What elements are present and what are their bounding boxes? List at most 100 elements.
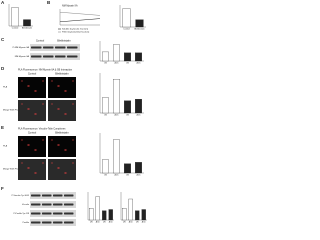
bar [141, 209, 146, 221]
category-label: US [126, 63, 129, 65]
fluorescence-spot [35, 113, 37, 115]
column-header: Blebbistatin [55, 131, 69, 135]
chart-title: NM Myosin IIA [62, 5, 78, 8]
bar [135, 52, 142, 62]
blot-band [31, 46, 42, 49]
fluorescence-spot [35, 172, 37, 174]
bar [113, 79, 120, 114]
fluorescence-spot [57, 85, 59, 87]
fluorescence-spot [51, 103, 53, 105]
category-label: Blebbistatin [134, 28, 144, 31]
category-label: US [104, 115, 107, 117]
category-label: US [136, 222, 139, 224]
fluorescence-spot [51, 162, 53, 164]
fluorescence-spot [27, 85, 29, 87]
blot-band [64, 221, 74, 224]
line [59, 11, 101, 16]
bar [122, 208, 127, 221]
panel-title: PLA Fluorescence: Vinculin-Talin Complex… [18, 128, 66, 131]
column-header: Control [28, 72, 37, 76]
blot-band [43, 46, 54, 49]
fluorescence-spot [51, 80, 53, 82]
row-label: Merge With Phase Contrast [3, 168, 30, 171]
fluorescence-spot [57, 108, 59, 110]
panel-letter: C [1, 37, 5, 42]
fluorescence-spot [27, 144, 29, 146]
panel-letter: E [1, 125, 4, 130]
fluorescence-spot [34, 149, 36, 151]
bar [128, 198, 133, 221]
fluorescence-spot [42, 162, 44, 164]
fluorescence-spot [27, 167, 29, 169]
line [59, 18, 101, 23]
blot-band [31, 55, 42, 58]
blot-band [42, 194, 52, 197]
fluorescence-spot [72, 80, 74, 82]
fluorescence-spot [35, 149, 37, 151]
page: { "panel_letters": ["A", "B", "C", "D", … [0, 0, 150, 229]
blot-band [31, 203, 41, 206]
panel-letter: D [1, 66, 5, 71]
fluorescence-spot [57, 167, 59, 169]
blot-label: P-Paxillin Tyr-118 [14, 213, 30, 215]
bar [108, 209, 113, 221]
blot-band [31, 212, 41, 215]
fluorescence-spot [51, 139, 53, 141]
category-label: Control [12, 27, 19, 30]
fluorescence-spot [65, 113, 67, 115]
panel-letter: B [47, 0, 51, 5]
fluorescence-spot [65, 149, 67, 151]
fluorescence-spot [34, 113, 36, 115]
micrograph [18, 100, 46, 121]
micrograph [48, 136, 76, 157]
blot-band [64, 212, 74, 215]
column-header: Blebbistatin [55, 72, 69, 76]
category-label: US [123, 222, 126, 224]
fluorescence-spot [27, 108, 29, 110]
bar [113, 44, 120, 62]
fluorescence-spot [21, 139, 23, 141]
column-header: Control [36, 39, 45, 43]
fluorescence-spot [72, 139, 74, 141]
category-label: ACh [129, 221, 133, 224]
panel-title: PLA Fluorescence: NM Myosin IIA & SB Int… [18, 69, 73, 72]
blot-label: NM Myosin IIA [15, 55, 30, 58]
category-label: ACh [96, 221, 100, 224]
fluorescence-spot [21, 103, 23, 105]
fluorescence-spot [58, 167, 60, 169]
blot-band [53, 203, 63, 206]
fluorescence-spot [35, 90, 37, 92]
bar [135, 162, 142, 174]
blot-label: Vinculin [22, 204, 29, 206]
bar [102, 159, 109, 174]
blot-band [42, 203, 52, 206]
category-label: US [126, 115, 129, 117]
fluorescence-spot [72, 103, 74, 105]
fluorescence-spot [28, 144, 30, 146]
blot-band [31, 221, 41, 224]
fluorescence-spot [65, 90, 67, 92]
category-label: ACh [109, 221, 113, 224]
bar [11, 7, 19, 27]
blot-band [64, 203, 74, 206]
bar [124, 52, 131, 62]
legend-label: Pellet (Cytoskeletal fraction) [62, 31, 90, 34]
bar [102, 51, 109, 62]
blot-band [53, 212, 63, 215]
fluorescence-spot [72, 162, 74, 164]
category-label: US [126, 175, 129, 177]
fluorescence-spot [64, 113, 66, 115]
bar [102, 210, 107, 221]
fluorescence-spot [58, 85, 60, 87]
micrograph [18, 159, 46, 180]
column-header: Control [28, 131, 37, 135]
category-label: ACh [137, 114, 141, 117]
fluorescence-spot [34, 172, 36, 174]
fluorescence-spot [42, 139, 44, 141]
bar [135, 99, 142, 114]
bar [135, 19, 144, 28]
micrograph [48, 100, 76, 121]
blot-band [53, 221, 63, 224]
fluorescence-spot [42, 103, 44, 105]
